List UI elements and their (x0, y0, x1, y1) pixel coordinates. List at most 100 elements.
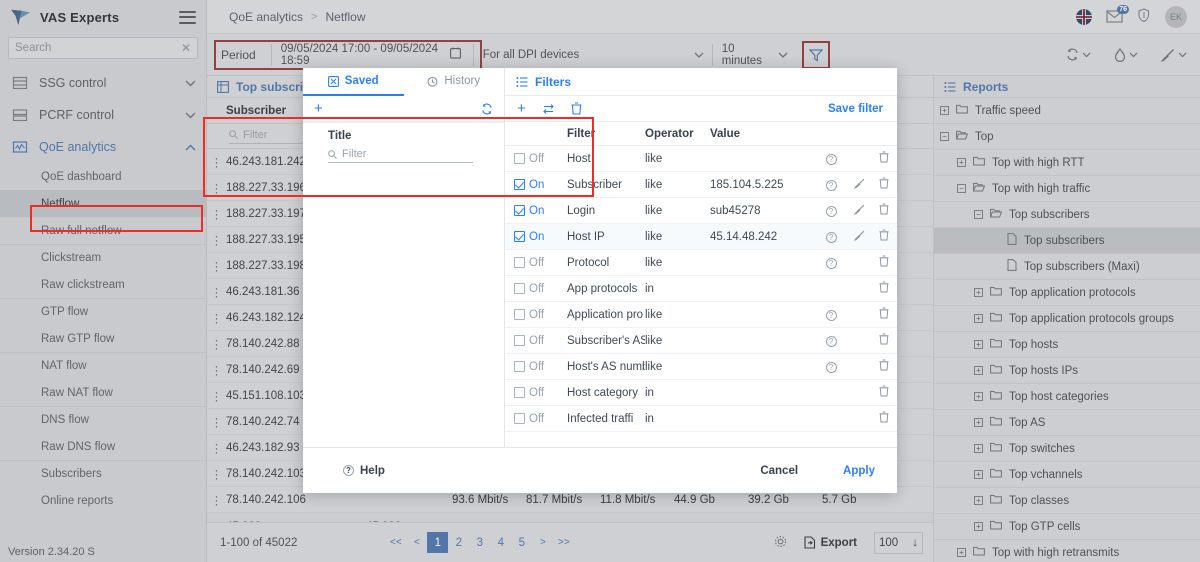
tree-item[interactable]: + Top GTP cells (934, 514, 1200, 540)
per-page-select[interactable]: 100 ↓ (874, 531, 923, 554)
refresh-dropdown[interactable] (1066, 48, 1091, 61)
sidebar-group-ssg-control[interactable]: SSG control (0, 67, 206, 99)
sidebar-item-subscribers[interactable]: Subscribers (0, 460, 206, 487)
saved-filter-input[interactable]: Filter (328, 148, 473, 163)
filter-edit-icon[interactable] (848, 178, 870, 192)
filter-checkbox[interactable] (505, 413, 529, 424)
expand-icon[interactable]: + (974, 470, 983, 479)
help-button[interactable]: ? Help (343, 465, 385, 477)
filter-delete-icon[interactable] (870, 333, 897, 348)
sidebar-item-raw-full-netflow[interactable]: Raw full netflow (0, 217, 206, 244)
theme-dropdown[interactable] (1114, 47, 1138, 62)
export-button[interactable]: Export (804, 536, 857, 549)
trash-icon[interactable] (571, 102, 582, 115)
filter-help-icon[interactable]: ? (814, 309, 848, 321)
row-menu-icon[interactable]: ⋮ (210, 338, 223, 351)
tree-item[interactable]: + Top with high RTT (934, 150, 1200, 176)
filter-row[interactable]: On Subscriber like 185.104.5.225? (505, 172, 897, 198)
sidebar-item-clickstream[interactable]: Clickstream (0, 244, 206, 271)
filter-help-icon[interactable]: ? (814, 257, 848, 269)
question-icon[interactable]: ? (825, 179, 837, 191)
tree-item[interactable]: + Top application protocols (934, 280, 1200, 306)
row-menu-icon[interactable]: ⋮ (210, 416, 223, 429)
filter-operator[interactable]: in (645, 412, 654, 425)
question-icon[interactable]: ? (825, 257, 837, 269)
sidebar-group-pcrf-control[interactable]: PCRF control (0, 99, 206, 131)
language-flag-icon[interactable] (1076, 8, 1092, 25)
save-filter-button[interactable]: Save filter (828, 102, 883, 115)
filter-operator[interactable]: like (645, 334, 663, 347)
filter-checkbox[interactable] (505, 387, 529, 398)
grid-filter-input[interactable]: Filter (229, 129, 309, 144)
question-icon[interactable]: ? (825, 361, 837, 373)
tree-item[interactable]: + Top host categories (934, 384, 1200, 410)
tree-item[interactable]: − Top with high traffic (934, 176, 1200, 202)
filter-edit-icon[interactable] (848, 230, 870, 244)
page-3[interactable]: 3 (476, 536, 484, 549)
expand-icon[interactable]: + (974, 288, 983, 297)
filter-delete-icon[interactable] (870, 411, 897, 426)
filter-help-icon[interactable]: ? (814, 361, 848, 373)
filter-row[interactable]: On Login like sub45278? (505, 198, 897, 224)
tree-item[interactable]: + Top hosts (934, 332, 1200, 358)
expand-icon[interactable]: + (974, 496, 983, 505)
expand-icon[interactable]: + (974, 314, 983, 323)
filter-operator[interactable]: like (645, 152, 663, 165)
tree-item[interactable]: Top subscribers (934, 228, 1200, 254)
filter-delete-icon[interactable] (870, 385, 897, 400)
question-icon[interactable]: ? (825, 309, 837, 321)
expand-icon[interactable]: + (974, 366, 983, 375)
question-icon[interactable]: ? (825, 153, 837, 165)
sidebar-item-raw-nat-flow[interactable]: Raw NAT flow (0, 379, 206, 406)
filter-delete-icon[interactable] (870, 359, 897, 374)
question-icon[interactable]: ? (825, 205, 837, 217)
expand-icon[interactable]: + (957, 548, 966, 557)
sidebar-group-qoe-analytics[interactable]: QoE analytics (0, 131, 206, 163)
sidebar-item-raw-gtp-flow[interactable]: Raw GTP flow (0, 325, 206, 352)
question-icon[interactable]: ? (825, 335, 837, 347)
menu-toggle-icon[interactable] (179, 10, 196, 24)
filter-delete-icon[interactable] (870, 151, 897, 166)
tree-item[interactable]: + Top application protocols groups (934, 306, 1200, 332)
refresh-saved-icon[interactable] (481, 103, 493, 115)
filter-operator[interactable]: like (645, 230, 663, 243)
tree-item[interactable]: + Top AS (934, 410, 1200, 436)
collapse-icon[interactable]: − (957, 184, 966, 193)
page-prev[interactable]: < (413, 537, 420, 548)
page-next[interactable]: > (539, 537, 546, 548)
filter-help-icon[interactable]: ? (814, 179, 848, 191)
brush-dropdown[interactable] (1161, 48, 1187, 62)
tree-item[interactable]: + Top with high retransmits (934, 540, 1200, 562)
tree-item[interactable]: + Top classes (934, 488, 1200, 514)
filter-row[interactable]: On Host IP like 45.14.48.242? (505, 224, 897, 250)
search-input[interactable] (15, 42, 177, 54)
filter-checkbox[interactable] (505, 361, 529, 372)
expand-icon[interactable]: + (974, 340, 983, 349)
filter-edit-icon[interactable] (848, 204, 870, 218)
filter-checkbox[interactable] (505, 179, 529, 190)
filter-checkbox[interactable] (505, 283, 529, 294)
row-menu-icon[interactable]: ⋮ (210, 468, 223, 481)
tree-item[interactable]: − Top subscribers (934, 202, 1200, 228)
filter-checkbox[interactable] (505, 205, 529, 216)
filter-help-icon[interactable]: ? (814, 153, 848, 165)
expand-icon[interactable]: + (940, 106, 949, 115)
page-4[interactable]: 4 (497, 536, 505, 549)
row-menu-icon[interactable]: ⋮ (210, 156, 223, 169)
filter-help-icon[interactable]: ? (814, 231, 848, 243)
filter-operator[interactable]: in (645, 282, 654, 295)
sidebar-item-nat-flow[interactable]: NAT flow (0, 352, 206, 379)
sidebar-item-netflow[interactable]: Netflow (0, 190, 206, 217)
row-menu-icon[interactable]: ⋮ (210, 364, 223, 377)
open-filters-button[interactable] (806, 45, 826, 65)
row-menu-icon[interactable]: ⋮ (210, 494, 223, 507)
add-saved-filter-button[interactable]: + (314, 100, 323, 117)
tab-history[interactable]: History (404, 68, 505, 96)
page-1[interactable]: 1 (427, 532, 449, 553)
row-menu-icon[interactable]: ⋮ (210, 390, 223, 403)
filter-value[interactable]: sub45278 (710, 204, 761, 217)
filter-operator[interactable]: like (645, 360, 663, 373)
granularity-select[interactable]: 10 minutes (711, 43, 796, 67)
row-menu-icon[interactable]: ⋮ (210, 234, 223, 247)
filter-checkbox[interactable] (505, 153, 529, 164)
